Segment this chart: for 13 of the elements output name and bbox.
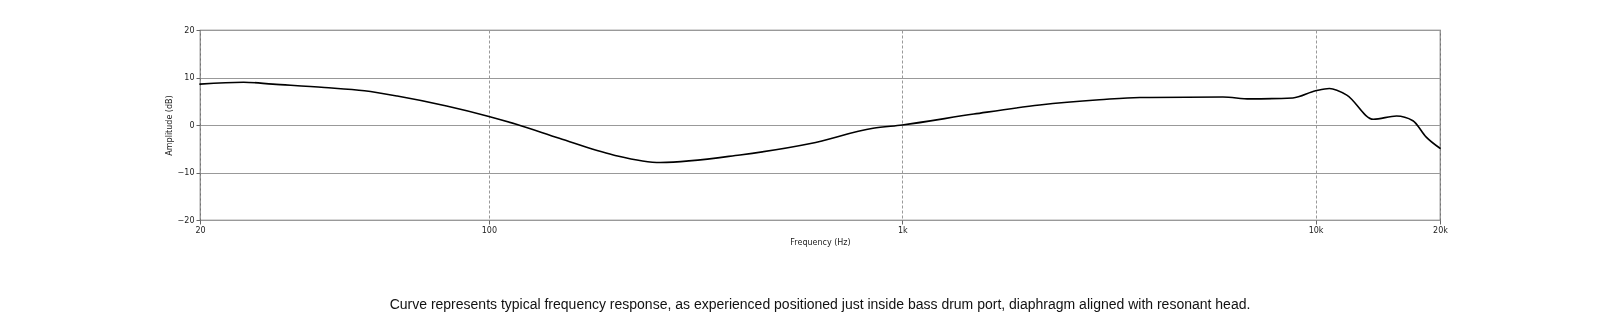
x-tick-label: 20k [1433, 225, 1449, 235]
x-axis-title: Frequency (Hz) [790, 237, 851, 247]
y-tick-label: 0 [189, 120, 195, 130]
y-tick-label: 10 [184, 73, 195, 82]
x-tick-label: 20 [195, 225, 206, 235]
text: Curve represents typical frequency response, as experienced positioned just inside bass drum port, diaphragm aligned with resonant head. [389, 296, 1251, 312]
x-tick-label: 10k [1308, 225, 1324, 235]
y-axis-title: Amplitude (dB) [164, 95, 174, 156]
y-tick-label: −10 [177, 168, 195, 177]
y-tick-label: 20 [184, 25, 195, 35]
x-tick-label: 100 [481, 225, 498, 235]
x-tick-label: 1k [897, 225, 908, 235]
y-tick-label: −20 [177, 215, 195, 225]
